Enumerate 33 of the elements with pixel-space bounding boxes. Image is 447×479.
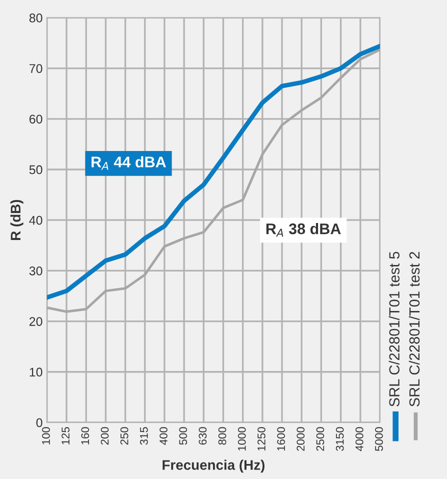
x-tick-label: 5000 bbox=[375, 427, 383, 451]
x-tick-label: 800 bbox=[218, 427, 226, 445]
x-tick-label: 3150 bbox=[336, 427, 344, 451]
x-tick-label: 200 bbox=[100, 427, 109, 445]
x-tick-label: 315 bbox=[140, 427, 148, 445]
x-tick-label: 1000 bbox=[238, 427, 246, 451]
x-tick-label: 1250 bbox=[258, 427, 266, 451]
x-tick-label: 2500 bbox=[316, 427, 324, 451]
x-tick-label: 160 bbox=[81, 427, 90, 444]
y-tick-label: 20 bbox=[29, 317, 42, 326]
x-tick-label: 630 bbox=[198, 427, 207, 445]
x-axis-title: Frecuencia (Hz) bbox=[162, 460, 264, 473]
y-tick-label: 50 bbox=[29, 165, 42, 174]
x-tick-label: 2000 bbox=[296, 427, 305, 451]
y-tick-label: 10 bbox=[30, 368, 42, 377]
y-axis-title: R (dB) bbox=[10, 200, 24, 240]
y-tick-label: 0 bbox=[36, 418, 42, 428]
y-tick-label: 40 bbox=[29, 216, 42, 225]
x-tick-label: 4000 bbox=[355, 427, 364, 452]
y-tick-label: 70 bbox=[30, 64, 42, 73]
y-tick-label: 60 bbox=[30, 114, 42, 124]
annotation: R$_{A}$ 38 dBA bbox=[266, 223, 341, 237]
x-tick-label: 1600 bbox=[277, 427, 285, 451]
y-tick-label: 80 bbox=[29, 14, 42, 22]
text: SRL C/22801/T01 test 2 bbox=[408, 252, 420, 406]
x-tick-label: 250 bbox=[120, 427, 128, 445]
x-tick-label: 100 bbox=[42, 427, 50, 444]
y-tick-label: 30 bbox=[29, 266, 42, 276]
x-tick-label: 400 bbox=[160, 427, 168, 445]
text: SRL C/22801/T01 test 5 bbox=[388, 252, 400, 406]
x-tick-label: 500 bbox=[179, 427, 188, 445]
annotation: R$_{A}$ 44 dBA bbox=[92, 156, 166, 170]
x-tick-label: 125 bbox=[62, 427, 70, 444]
